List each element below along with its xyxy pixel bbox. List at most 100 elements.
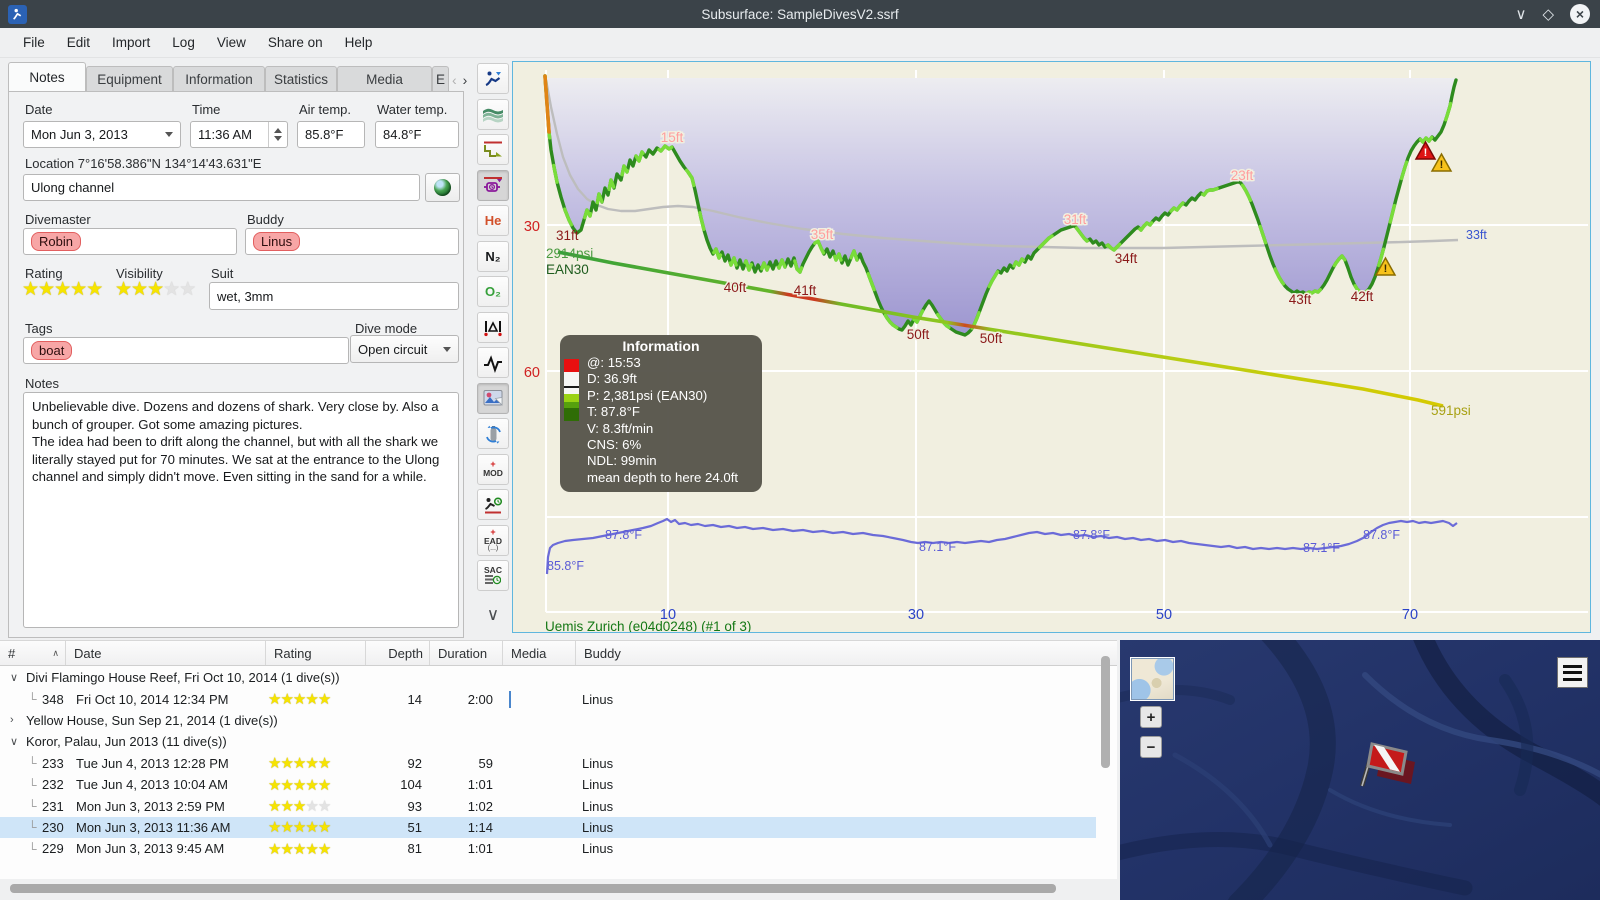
ead-button[interactable]: + EAD (...) (477, 524, 509, 556)
menu-edit[interactable]: Edit (66, 35, 91, 50)
svg-text:40ft: 40ft (724, 280, 747, 295)
tooltip-mean-depth: mean depth to here 24.0ft (587, 469, 739, 485)
dive-row-selected[interactable]: └ 230 Mon Jun 3, 2013 11:36 AM ★★★★★ 51 … (0, 816, 1096, 839)
mod-button[interactable]: + MOD (477, 453, 509, 485)
map-location-button[interactable] (425, 173, 460, 202)
tags-label: Tags (25, 321, 53, 336)
star-filled-icon: ★ (22, 279, 39, 300)
column-date[interactable]: Date (66, 641, 266, 665)
media-thumbnail-icon[interactable] (509, 690, 511, 708)
time-spinner-icon[interactable] (268, 122, 287, 147)
suit-field[interactable]: wet, 3mm (209, 282, 459, 310)
divemaster-field[interactable]: Robin (23, 228, 237, 255)
column-buddy[interactable]: Buddy (584, 645, 621, 661)
dive-list: # ∧ Date Rating Depth Duration Media Budd… (0, 640, 1117, 893)
expand-caret-icon[interactable]: ∨ (10, 736, 19, 749)
star-filled-icon: ★ (292, 755, 306, 773)
dive-row[interactable]: └ 348 Fri Oct 10, 2014 12:34 PM ★★★★★ 14… (0, 688, 1096, 709)
date-combobox[interactable]: Mon Jun 3, 2013 (23, 121, 181, 148)
minimize-icon[interactable]: ∨ (1515, 5, 1527, 23)
expand-caret-icon[interactable]: ∨ (10, 672, 19, 685)
toolbar-scroll-down-button[interactable]: ∨ (477, 600, 509, 631)
tab-notes[interactable]: Notes (8, 62, 86, 91)
tab-media[interactable]: Media (337, 66, 432, 91)
tags-field[interactable]: boat (23, 337, 349, 364)
dive-profile-chart[interactable]: 15ft 35ft 31ft 23ft 40ft 41ft 50ft 50ft … (512, 61, 1591, 633)
water-temp-field[interactable]: 84.8°F (375, 121, 459, 148)
ruler-button[interactable] (477, 311, 509, 343)
vertical-scrollbar[interactable] (1101, 656, 1110, 768)
raw-dc-data-button[interactable] (477, 169, 509, 201)
visibility-stars[interactable]: ★★★★★ (115, 278, 196, 301)
tab-statistics[interactable]: Statistics (265, 66, 337, 91)
pp-n2-button[interactable]: N₂ (477, 240, 509, 272)
star-empty-icon: ★ (317, 798, 331, 816)
dive-row[interactable]: └ 232 Tue Jun 4, 2013 10:04 AM ★★★★★ 104… (0, 774, 1096, 795)
time-label: Time (192, 102, 221, 117)
dive-row[interactable]: └ 229 Mon Jun 3, 2013 9:45 AM ★★★★★ 81 1… (0, 838, 1096, 859)
svg-text:87.1°F: 87.1°F (1303, 541, 1340, 555)
buddy-field[interactable]: Linus (245, 228, 459, 255)
tab-information[interactable]: Information (173, 66, 265, 91)
time-spinbox[interactable]: 11:36 AM (190, 121, 288, 148)
menu-help[interactable]: Help (344, 35, 373, 50)
column-depth[interactable]: Depth (366, 641, 430, 665)
dive-row[interactable]: └ 231 Mon Jun 3, 2013 2:59 PM ★★★★★ 93 1… (0, 795, 1096, 816)
deco-time-button[interactable] (477, 489, 509, 520)
trip-row[interactable]: ∨ Koror, Palau, Jun 2013 (11 dive(s)) (0, 731, 1096, 752)
row-rating-stars: ★★★★★ (266, 690, 366, 708)
close-icon[interactable]: × (1570, 4, 1590, 24)
calc-ceiling-button[interactable] (477, 63, 509, 94)
horizontal-scrollbar[interactable] (10, 884, 1056, 893)
trip-row[interactable]: › Yellow House, Sun Sep 21, 2014 (1 dive… (0, 710, 1096, 731)
overview-minimap[interactable] (1131, 658, 1174, 700)
column-rating[interactable]: Rating (266, 641, 366, 665)
notes-textarea[interactable]: Unbelievable dive. Dozens and dozens of … (23, 392, 459, 628)
dive-mode-combobox[interactable]: Open circuit (350, 335, 459, 363)
tab-scroll-right-icon[interactable]: › (462, 72, 468, 88)
map-menu-button[interactable] (1557, 657, 1588, 688)
dive-site-map[interactable]: + − (1120, 640, 1600, 900)
svg-text:10: 10 (660, 607, 676, 623)
dive-row[interactable]: └ 233 Tue Jun 4, 2013 12:28 PM ★★★★★ 92 … (0, 753, 1096, 774)
buddy-tag[interactable]: Linus (253, 232, 301, 251)
dc-ceiling-button[interactable] (477, 134, 509, 165)
tab-equipment[interactable]: Equipment (86, 66, 173, 91)
map-zoom-out-button[interactable]: − (1140, 736, 1162, 758)
gas-change-button[interactable] (477, 418, 509, 449)
air-temp-field[interactable]: 85.8°F (297, 121, 365, 148)
water-temp-label: Water temp. (377, 102, 448, 117)
tag-boat[interactable]: boat (31, 341, 73, 360)
maximize-icon[interactable]: ◇ (1542, 5, 1554, 23)
pp-he-button[interactable]: He (477, 205, 509, 236)
divemaster-tag[interactable]: Robin (31, 232, 81, 251)
menu-log[interactable]: Log (172, 35, 195, 50)
trip-row[interactable]: ∨ Divi Flamingo House Reef, Fri Oct 10, … (0, 667, 1096, 688)
tab-scroll-left-icon[interactable]: ‹ (452, 72, 457, 88)
dive-flag-marker[interactable] (1359, 742, 1415, 787)
menu-import[interactable]: Import (112, 35, 151, 50)
column-number[interactable]: # ∧ (0, 641, 66, 665)
heartrate-button[interactable] (477, 347, 509, 378)
pp-o2-button[interactable]: O₂ (477, 276, 509, 307)
menu-view[interactable]: View (216, 35, 246, 50)
column-media[interactable]: Media (503, 641, 576, 665)
tab-extra[interactable]: E (432, 66, 449, 91)
tooltip-cns: CNS: 6% (587, 437, 642, 453)
svg-text:33ft: 33ft (1466, 228, 1487, 242)
svg-text:30: 30 (908, 607, 924, 623)
collapse-caret-icon[interactable]: › (10, 714, 14, 727)
photos-button[interactable] (477, 382, 509, 414)
map-zoom-in-button[interactable]: + (1140, 706, 1162, 728)
menu-file[interactable]: File (23, 35, 45, 50)
sac-rate-button[interactable]: SAC (477, 560, 509, 591)
menu-share-on[interactable]: Share on (267, 35, 323, 50)
yellow-warning-icon: ! (1374, 256, 1397, 276)
rating-label: Rating (25, 266, 63, 281)
rating-stars[interactable]: ★★★★★ (22, 278, 103, 301)
star-filled-icon: ★ (115, 279, 132, 300)
salinity-waves-button[interactable] (477, 98, 509, 130)
column-duration[interactable]: Duration (430, 641, 503, 665)
mod-icon: + MOD (483, 459, 503, 479)
location-field[interactable]: Ulong channel (23, 174, 420, 201)
